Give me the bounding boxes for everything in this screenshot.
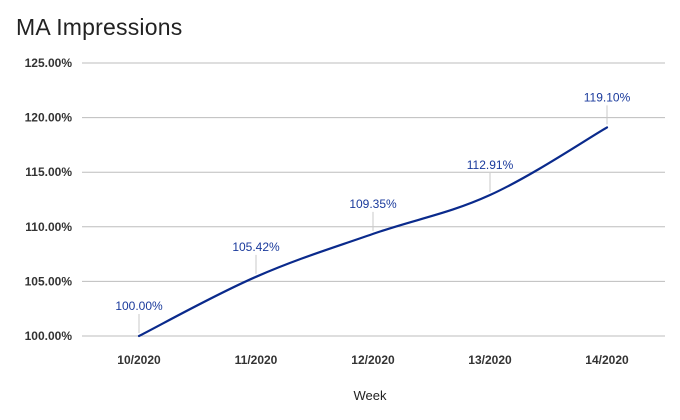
data-labels: 100.00% 105.42% 109.35% 112.91% 119.10% — [115, 90, 630, 313]
y-tick-label: 105.00% — [25, 274, 73, 288]
data-label: 119.10% — [584, 90, 631, 104]
y-tick-label: 100.00% — [25, 329, 73, 343]
series-line — [137, 126, 609, 338]
x-axis-label: Week — [354, 388, 387, 403]
chart-title: MA Impressions — [16, 14, 183, 40]
x-axis-ticks: 10/2020 11/2020 12/2020 13/2020 14/2020 — [117, 353, 629, 367]
x-tick-label: 14/2020 — [585, 353, 629, 367]
data-label: 112.91% — [467, 158, 514, 172]
data-label: 100.00% — [115, 299, 163, 313]
data-label: 105.42% — [232, 240, 280, 254]
x-tick-label: 10/2020 — [117, 353, 161, 367]
y-axis-ticks: 100.00% 105.00% 110.00% 115.00% 120.00% 125.0… — [25, 56, 73, 343]
x-tick-label: 12/2020 — [351, 353, 395, 367]
y-tick-label: 125.00% — [25, 56, 73, 70]
y-tick-label: 110.00% — [25, 220, 72, 234]
label-leaders — [138, 105, 608, 333]
y-tick-label: 115.00% — [25, 165, 72, 179]
x-tick-label: 13/2020 — [468, 353, 512, 367]
x-tick-label: 11/2020 — [235, 353, 278, 367]
data-label: 109.35% — [349, 197, 397, 211]
y-tick-label: 120.00% — [25, 111, 73, 125]
